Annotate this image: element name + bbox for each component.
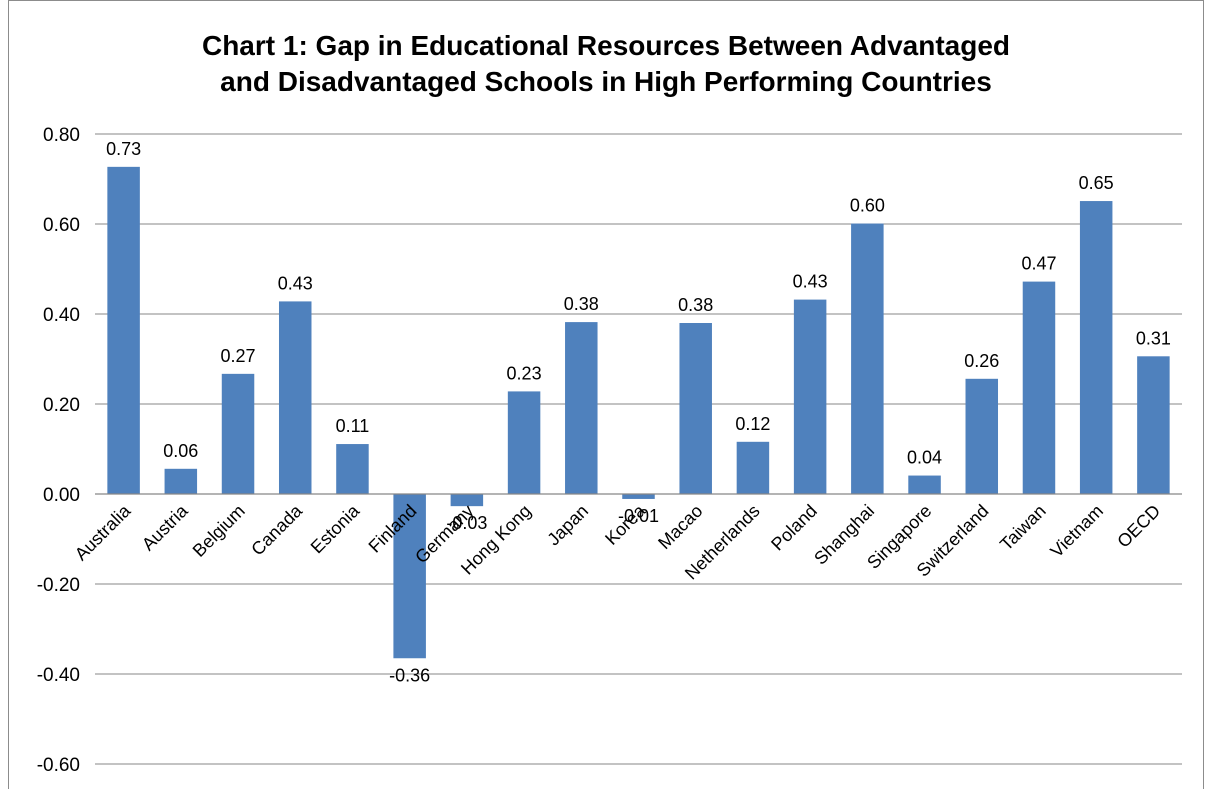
bar — [450, 494, 484, 507]
bar — [679, 323, 712, 494]
data-label: 0.04 — [907, 448, 942, 468]
bar — [1079, 201, 1113, 495]
category-label: Belgium — [189, 501, 249, 561]
data-label: 0.73 — [106, 139, 141, 159]
data-label: 0.43 — [793, 272, 828, 292]
y-tick-label: -0.20 — [37, 575, 80, 596]
data-label: -0.03 — [446, 513, 487, 533]
data-label: -0.36 — [389, 665, 430, 685]
data-label: 0.38 — [564, 294, 599, 314]
bar — [851, 223, 884, 495]
bar — [336, 444, 369, 494]
bar — [1022, 281, 1056, 494]
data-label: 0.12 — [735, 414, 770, 434]
bar — [565, 322, 598, 494]
y-tick-label: -0.40 — [37, 665, 80, 686]
data-label: 0.43 — [278, 273, 313, 293]
chart-frame — [8, 0, 1204, 789]
y-tick-label: 0.20 — [43, 395, 80, 416]
data-label: 0.23 — [507, 363, 542, 383]
data-label: 0.47 — [1021, 254, 1056, 274]
bar — [278, 301, 312, 494]
chart-title-line-2: and Disadvantaged Schools in High Perfor… — [220, 66, 992, 97]
bar — [221, 373, 255, 494]
data-label: 0.26 — [964, 351, 999, 371]
category-label: Macao — [654, 501, 706, 553]
category-label: Taiwan — [996, 501, 1050, 555]
chart-title: Chart 1: Gap in Educational Resources Be… — [8, 28, 1204, 100]
category-label: Canada — [247, 500, 306, 559]
bar — [793, 299, 827, 494]
bar — [507, 391, 541, 494]
y-tick-label: 0.60 — [43, 215, 80, 236]
data-label: 0.60 — [850, 196, 885, 216]
data-label: 0.31 — [1136, 328, 1171, 348]
data-label: 0.38 — [678, 295, 713, 315]
category-label: Austria — [138, 500, 192, 554]
category-label: Vietnam — [1046, 501, 1107, 562]
category-label: Estonia — [307, 500, 364, 557]
data-label: 0.11 — [336, 416, 370, 436]
data-label: 0.06 — [163, 441, 198, 461]
y-tick-label: 0.00 — [43, 485, 80, 506]
category-label: Poland — [767, 501, 821, 555]
bar — [965, 378, 999, 494]
data-label: 0.65 — [1079, 173, 1114, 193]
bar — [622, 494, 655, 499]
bar — [1137, 356, 1170, 494]
gridlines — [95, 133, 1182, 765]
bars — [107, 166, 1170, 659]
y-tick-label: 0.40 — [43, 305, 80, 326]
bar — [393, 494, 426, 659]
bar — [736, 441, 770, 494]
data-labels: 0.73 0.06 0.27 0.43 0.11 -0.36 -0.03 0.23 0.38 -0… — [106, 139, 1171, 685]
bar — [164, 468, 198, 494]
data-label: -0.01 — [618, 506, 659, 526]
data-label: 0.27 — [221, 346, 256, 366]
category-label: Australia — [71, 500, 135, 564]
category-label: OECD — [1113, 501, 1164, 552]
category-label: Japan — [543, 501, 592, 550]
bar — [107, 166, 140, 494]
y-tick-label: -0.60 — [37, 755, 80, 776]
y-axis-tick-labels: -0.60 -0.40 -0.20 0.00 0.20 0.40 0.60 0.80 — [37, 125, 80, 776]
bar — [908, 475, 941, 494]
chart-title-line-1: Chart 1: Gap in Educational Resources Be… — [201, 30, 1011, 61]
y-tick-label: 0.80 — [43, 125, 80, 146]
